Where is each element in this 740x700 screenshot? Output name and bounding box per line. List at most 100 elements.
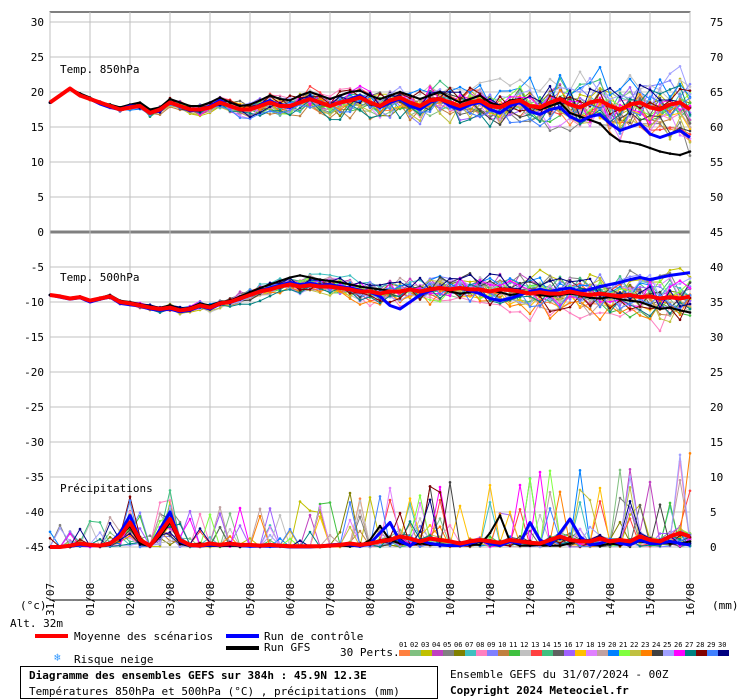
pert-line-23-point <box>598 318 602 321</box>
pert-line-20-point <box>408 92 412 95</box>
pert-line-16-point <box>138 527 142 530</box>
pert-line-23-point <box>678 313 682 317</box>
pert-line-05-point <box>678 121 682 124</box>
pert-line-23-point <box>668 110 672 113</box>
pert-line-16-point <box>188 509 192 513</box>
pert-line-04-point <box>238 290 242 294</box>
pert-line-23-point <box>428 303 432 306</box>
pert-line-05-point <box>688 154 692 157</box>
pert-line-22-point <box>558 297 562 301</box>
pert-line-14-point <box>598 78 602 81</box>
pert-line-25-point <box>678 282 682 285</box>
pert-line-19-point <box>548 490 552 494</box>
pert-line-25-point <box>438 87 442 91</box>
pert-line-24-point <box>618 117 622 121</box>
pert-line-21-point <box>658 279 662 282</box>
pert-line-18-point <box>548 284 552 288</box>
pert-line-24-point <box>648 114 652 117</box>
pert-line-16-point <box>628 85 632 89</box>
pert-line-10-point <box>648 298 652 301</box>
pert-line-16-point <box>618 304 622 307</box>
pert-line-24-point <box>168 534 172 537</box>
pert-line-01-point <box>358 497 362 500</box>
pert-line-11-point <box>668 501 672 505</box>
pert-line-11-point <box>398 107 402 111</box>
pert-line-16-point <box>608 116 612 119</box>
pert-line-08-point <box>348 86 352 90</box>
pert-line-25-point <box>678 453 682 457</box>
pert-line-07-point <box>488 501 492 504</box>
pert-line-07-point <box>298 110 302 114</box>
pert-line-08-point <box>578 317 582 320</box>
pert-line-08-point <box>428 295 432 299</box>
pert-line-18-point <box>498 117 502 121</box>
pert-line-08-point <box>518 310 522 314</box>
pert-line-02-point <box>228 512 232 515</box>
pert-line-17-point <box>488 483 492 487</box>
pert-line-17-point <box>578 305 582 308</box>
pert-line-12-point <box>528 86 532 90</box>
pert-line-02-point <box>108 531 112 534</box>
pert-line-17-point <box>508 302 512 306</box>
pert-line-19-point <box>358 509 362 512</box>
pert-line-22-point <box>418 119 422 123</box>
pert-line-20-point <box>558 73 562 77</box>
pert-line-13-point <box>468 89 472 92</box>
pert-line-16-point <box>658 532 662 535</box>
pert-line-21-point <box>328 108 332 112</box>
pert-line-25-point <box>638 280 642 283</box>
pert-line-20-point <box>498 89 502 93</box>
pert-line-21-point <box>298 280 302 283</box>
pert-line-21-point <box>588 109 592 112</box>
pert-line-13-point <box>688 133 692 136</box>
pert-line-21-point <box>518 85 522 89</box>
pert-line-05-point <box>668 271 672 275</box>
pert-line-12-point <box>688 85 692 89</box>
pert-line-14-point <box>618 275 622 278</box>
pert-line-20-point <box>488 277 492 280</box>
pert-line-15-point <box>638 503 642 507</box>
pert-line-02-point <box>628 90 632 94</box>
pert-line-19-point <box>328 275 332 279</box>
pert-line-21-point <box>468 93 472 97</box>
pert-line-13-point <box>518 508 522 511</box>
pert-line-02-point <box>188 537 192 540</box>
pert-line-25-point <box>518 301 522 304</box>
pert-line-25-point <box>648 273 652 277</box>
pert-line-17-point <box>398 105 402 109</box>
pert-line-03-point <box>368 496 372 499</box>
pert-line-24-point <box>658 115 662 118</box>
pert-line-11-point <box>548 120 552 123</box>
pert-line-17-point <box>318 515 322 518</box>
pert-line-08-point <box>328 94 332 98</box>
pert-line-22-point <box>588 283 592 287</box>
pert-line-23-point <box>478 299 482 303</box>
pert-line-25-point <box>518 92 522 95</box>
pert-line-23-point <box>548 317 552 320</box>
pert-line-24-point <box>248 298 252 302</box>
pert-line-18-point <box>548 125 552 129</box>
pert-line-22-point <box>358 104 362 108</box>
pert-line-10-point <box>298 114 302 118</box>
pert-line-20-point <box>568 93 572 97</box>
pert-line-08-point <box>508 310 512 314</box>
pert-line-23-point <box>508 305 512 308</box>
pert-line-20-point <box>418 88 422 91</box>
pert-line-17-point <box>598 486 602 490</box>
pert-line-04-point <box>648 480 652 484</box>
pert-line-19-point <box>458 110 462 114</box>
pert-line-21-point <box>528 477 532 481</box>
pert-line-24-point <box>358 296 362 299</box>
pert-line-16-point <box>238 524 242 527</box>
pert-line-16-point <box>268 507 272 510</box>
pert-line-12-point <box>628 74 632 77</box>
pert-line-10-point <box>668 118 672 121</box>
pert-line-24-point <box>448 93 452 96</box>
pert-line-22-point <box>218 306 222 310</box>
pert-line-06-point <box>348 491 352 495</box>
pert-line-03-point <box>598 87 602 90</box>
pert-line-13-point <box>198 530 202 533</box>
pert-line-16-point <box>508 113 512 117</box>
pert-line-20-point <box>408 283 412 286</box>
